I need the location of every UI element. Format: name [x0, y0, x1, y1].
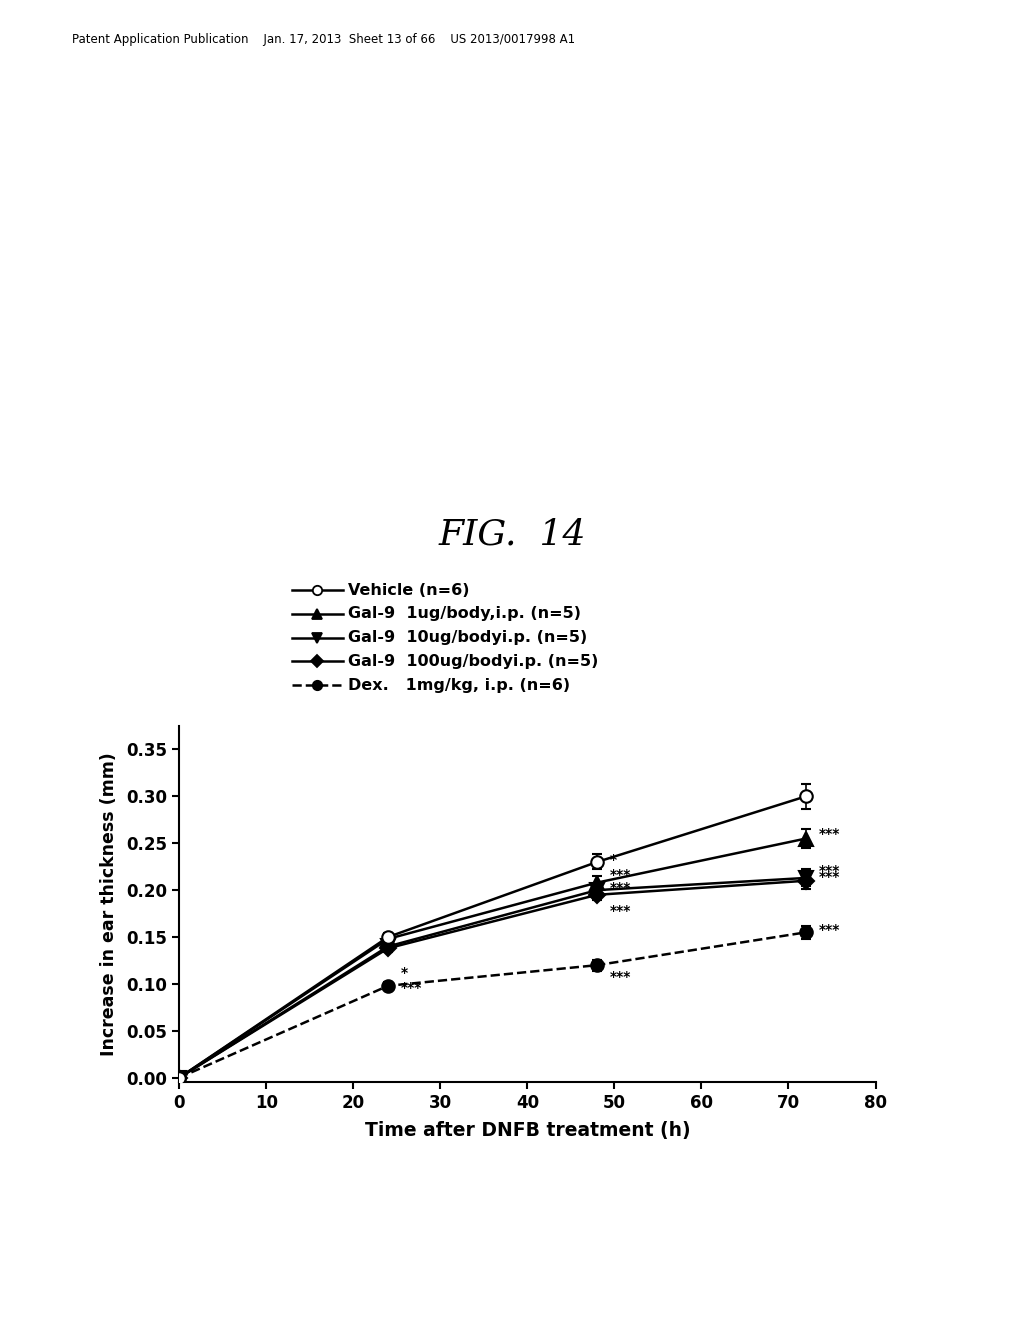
Text: Patent Application Publication    Jan. 17, 2013  Sheet 13 of 66    US 2013/00179: Patent Application Publication Jan. 17, …: [72, 33, 574, 46]
Text: Gal-9  100ug/bodyi.p. (n=5): Gal-9 100ug/bodyi.p. (n=5): [348, 653, 599, 669]
Text: Gal-9  1ug/body,i.p. (n=5): Gal-9 1ug/body,i.p. (n=5): [348, 606, 582, 622]
X-axis label: Time after DNFB treatment (h): Time after DNFB treatment (h): [365, 1121, 690, 1139]
Text: Vehicle (n=6): Vehicle (n=6): [348, 582, 470, 598]
Text: ***: ***: [610, 869, 632, 882]
Text: ***: ***: [819, 870, 841, 884]
Text: ***: ***: [401, 981, 423, 995]
Text: *: *: [401, 966, 409, 979]
Text: ***: ***: [610, 970, 632, 985]
Text: ***: ***: [819, 865, 841, 878]
Text: FIG.  14: FIG. 14: [438, 517, 586, 552]
Text: Gal-9  10ug/bodyi.p. (n=5): Gal-9 10ug/bodyi.p. (n=5): [348, 630, 588, 645]
Text: ***: ***: [819, 826, 841, 841]
Text: ***: ***: [610, 882, 632, 895]
Text: Dex.   1mg/kg, i.p. (n=6): Dex. 1mg/kg, i.p. (n=6): [348, 677, 570, 693]
Text: ***: ***: [819, 923, 841, 936]
Text: ***: ***: [610, 904, 632, 917]
Y-axis label: Increase in ear thickness (mm): Increase in ear thickness (mm): [100, 752, 118, 1056]
Text: *: *: [610, 853, 617, 867]
